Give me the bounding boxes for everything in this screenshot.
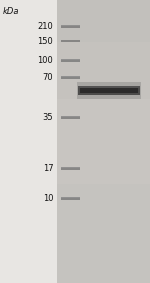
Bar — [57, 184, 150, 283]
Bar — [78, 86, 140, 88]
Bar — [61, 59, 80, 62]
Text: 150: 150 — [38, 37, 53, 46]
Bar — [78, 86, 140, 95]
Bar — [61, 76, 80, 77]
Text: 35: 35 — [43, 113, 53, 122]
Bar — [61, 59, 80, 60]
Text: 100: 100 — [38, 56, 53, 65]
Bar — [61, 197, 80, 198]
Text: 210: 210 — [38, 22, 53, 31]
Bar — [61, 167, 80, 168]
Bar — [76, 83, 141, 98]
Text: 10: 10 — [43, 194, 53, 203]
Bar — [80, 88, 138, 93]
Bar — [61, 197, 80, 200]
Bar — [61, 25, 80, 26]
Bar — [61, 76, 80, 79]
Bar — [61, 25, 80, 28]
Bar — [57, 0, 150, 42]
Text: 17: 17 — [43, 164, 53, 173]
Bar — [61, 167, 80, 170]
Bar — [57, 42, 150, 99]
Bar — [57, 0, 150, 283]
Text: kDa: kDa — [3, 7, 20, 16]
Bar — [61, 116, 80, 119]
Text: 70: 70 — [43, 73, 53, 82]
Bar — [57, 99, 150, 184]
Bar — [61, 116, 80, 117]
Bar — [61, 40, 80, 42]
